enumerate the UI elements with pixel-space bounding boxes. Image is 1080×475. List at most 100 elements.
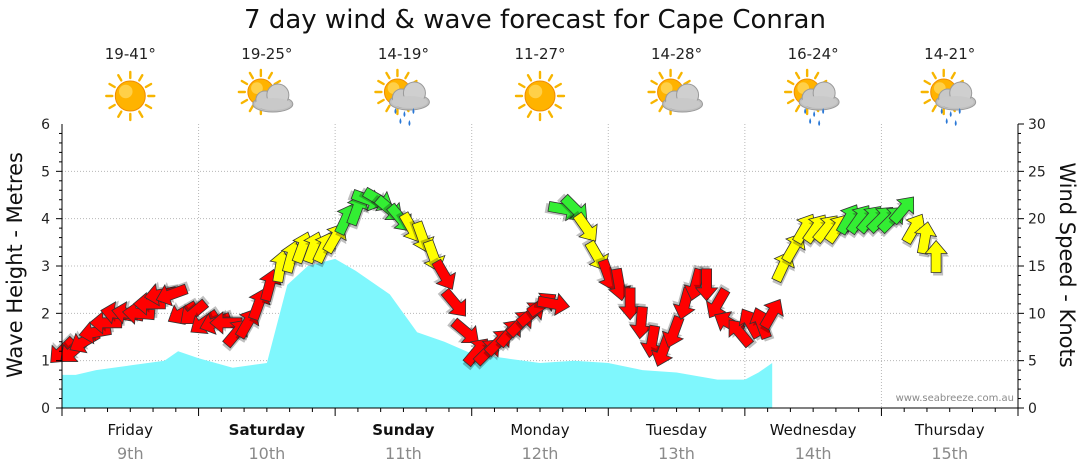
sun-ray xyxy=(658,71,664,80)
sun-ray xyxy=(547,110,554,118)
y-tick-label-right: 5 xyxy=(1028,354,1037,370)
wind-arrow xyxy=(693,265,719,302)
wind-arrow-shape xyxy=(536,292,571,317)
y-tick-label-right: 20 xyxy=(1028,212,1046,228)
y-tick-label-right: 10 xyxy=(1028,306,1046,322)
wind-arrow-shape xyxy=(431,258,456,290)
sun-highlight xyxy=(251,82,263,94)
sun-ray xyxy=(404,71,410,80)
wind-arrow-shape xyxy=(759,298,784,331)
date-label: 13th xyxy=(658,444,695,463)
rain-drop xyxy=(940,108,943,114)
y-tick-label-left: 0 xyxy=(41,401,50,417)
sun-ray xyxy=(526,110,533,118)
sun-ray xyxy=(240,98,249,105)
sun-ray xyxy=(650,98,658,105)
wave-area xyxy=(62,258,773,408)
y-label-right: Wind Speed - Knots xyxy=(1055,162,1079,367)
y-tick-label-left: 4 xyxy=(41,212,50,228)
wind-arrow xyxy=(759,298,784,334)
sun-ray xyxy=(786,98,795,105)
sun-ray xyxy=(248,104,255,113)
date-label: 9th xyxy=(117,444,144,463)
sun-ray xyxy=(108,82,116,89)
cloud-fill xyxy=(937,96,974,108)
sun-ray xyxy=(117,74,123,82)
wind-arrow-shape xyxy=(888,196,915,226)
temp-range: 19-25° xyxy=(241,45,292,63)
y-tick-label-left: 1 xyxy=(41,354,50,370)
x-labels: Friday 9th Saturday 10th Sunday 11th Monday 12t… xyxy=(108,421,985,463)
rain-drop xyxy=(412,108,415,114)
rain-drop xyxy=(945,118,948,124)
sun-ray xyxy=(385,71,391,80)
sun-ray xyxy=(554,82,562,89)
y-tick-label-left: 6 xyxy=(41,117,50,133)
sun-ray xyxy=(547,74,554,82)
wind-arrow-shape xyxy=(572,211,598,242)
rain-drop xyxy=(408,120,411,126)
sun-ray xyxy=(377,98,385,105)
wind-arrow-shape xyxy=(694,268,719,302)
wind-arrow-shape xyxy=(913,221,938,255)
sun-ray xyxy=(385,104,391,113)
sun-ray xyxy=(108,103,116,110)
y-tick-label-left: 5 xyxy=(41,164,50,180)
cloud-fill xyxy=(664,98,701,110)
sun-ray xyxy=(923,79,932,86)
cloud-fill xyxy=(254,98,291,110)
day-label: Wednesday xyxy=(770,421,857,439)
wind-arrow xyxy=(533,292,571,317)
partly-cloudy-icon xyxy=(647,68,704,116)
temp-range: 14-28° xyxy=(651,45,702,63)
sun-ray xyxy=(144,82,153,89)
sun-ray xyxy=(786,79,795,86)
sun-ray xyxy=(950,71,956,80)
wind-arrow-shape xyxy=(132,292,166,316)
y-label-right-group: Wind Speed - Knots xyxy=(1055,162,1079,367)
temp-range: 16-24° xyxy=(788,45,839,63)
sun-highlight xyxy=(119,84,133,99)
date-label: 12th xyxy=(522,444,559,463)
rain-drop xyxy=(394,108,397,114)
date-label: 11th xyxy=(385,444,422,463)
sun-ray xyxy=(240,79,249,86)
cloud-fill xyxy=(391,96,428,108)
rain-drop xyxy=(822,108,825,114)
y-tick-label-right: 15 xyxy=(1028,259,1046,275)
wind-arrow xyxy=(437,287,467,317)
sun-ray xyxy=(138,110,144,118)
sun-ray xyxy=(518,103,526,110)
wind-arrow xyxy=(569,210,598,242)
sun-ray xyxy=(248,71,255,80)
partly-cloudy-icon xyxy=(237,68,294,116)
sun-ray xyxy=(813,71,820,80)
rain-drop xyxy=(813,111,816,117)
chart-title: 7 day wind & wave forecast for Cape Conr… xyxy=(244,5,826,35)
rain-drop xyxy=(804,108,807,114)
date-label: 14th xyxy=(795,444,832,463)
sunny-icon xyxy=(514,70,566,122)
wind-arrow xyxy=(924,239,950,276)
sun-ray xyxy=(554,103,562,110)
date-label: 10th xyxy=(248,444,285,463)
sun-ray xyxy=(526,74,533,82)
rain-drop xyxy=(403,111,406,117)
sun-ray xyxy=(658,104,664,113)
sun-ray xyxy=(273,79,282,86)
day-label: Friday xyxy=(108,421,154,439)
sun-highlight xyxy=(660,82,673,94)
sun-ray xyxy=(267,71,274,80)
y-tick-label-right: 0 xyxy=(1028,401,1037,417)
y-label-left: Wave Height - Metres xyxy=(3,152,27,378)
rain-drop xyxy=(949,111,952,117)
day-label: Monday xyxy=(510,421,569,439)
wind-arrow xyxy=(428,257,456,290)
sun-ray xyxy=(117,110,123,118)
temp-range: 19-41° xyxy=(105,45,156,63)
wind-arrow-shape xyxy=(924,239,948,273)
wind-arrow-shape xyxy=(705,286,731,319)
sun-ray xyxy=(794,71,801,80)
sun-ray xyxy=(794,104,801,113)
wind-arrow xyxy=(705,283,731,319)
